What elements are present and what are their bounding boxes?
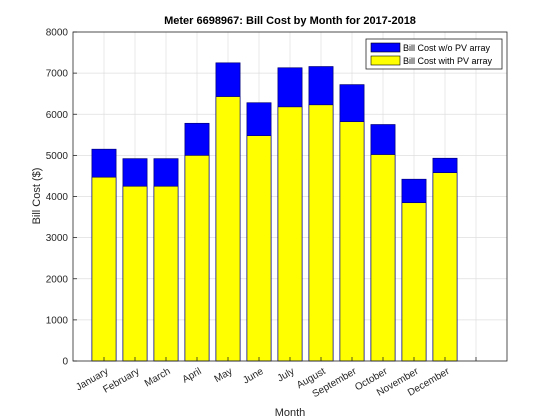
y-tick-label: 8000 <box>46 28 69 39</box>
y-tick-label: 7000 <box>46 69 69 80</box>
bar-with-pv <box>402 203 426 361</box>
y-tick-label: 4000 <box>46 192 69 203</box>
x-axis-label: Month <box>275 407 306 419</box>
bar-with-pv <box>371 155 395 361</box>
bar-with-pv <box>154 186 178 361</box>
legend-label-with-pv: Bill Cost with PV array <box>403 56 493 66</box>
y-axis-label: Bill Cost ($) <box>31 168 43 225</box>
legend-swatch-without-pv <box>371 43 400 52</box>
y-tick-label: 5000 <box>46 151 69 162</box>
bar-with-pv <box>278 107 302 361</box>
y-tick-label: 2000 <box>46 274 69 285</box>
bar-with-pv <box>92 177 116 361</box>
bar-with-pv <box>247 136 271 361</box>
y-tick-label: 0 <box>62 357 68 368</box>
y-tick-label: 1000 <box>46 315 69 326</box>
legend-swatch-with-pv <box>371 56 400 65</box>
bar-with-pv <box>216 97 240 361</box>
bar-with-pv <box>309 105 333 361</box>
y-tick-label: 6000 <box>46 110 69 121</box>
legend: Bill Cost w/o PV array Bill Cost with PV… <box>366 39 502 69</box>
bar-with-pv <box>433 173 457 361</box>
bar-with-pv <box>185 155 209 361</box>
chart-title: Meter 6698967: Bill Cost by Month for 20… <box>164 15 416 27</box>
bar-with-pv <box>123 186 147 361</box>
y-tick-label: 3000 <box>46 233 69 244</box>
bar-with-pv <box>340 122 364 361</box>
legend-label-without-pv: Bill Cost w/o PV array <box>403 43 491 53</box>
